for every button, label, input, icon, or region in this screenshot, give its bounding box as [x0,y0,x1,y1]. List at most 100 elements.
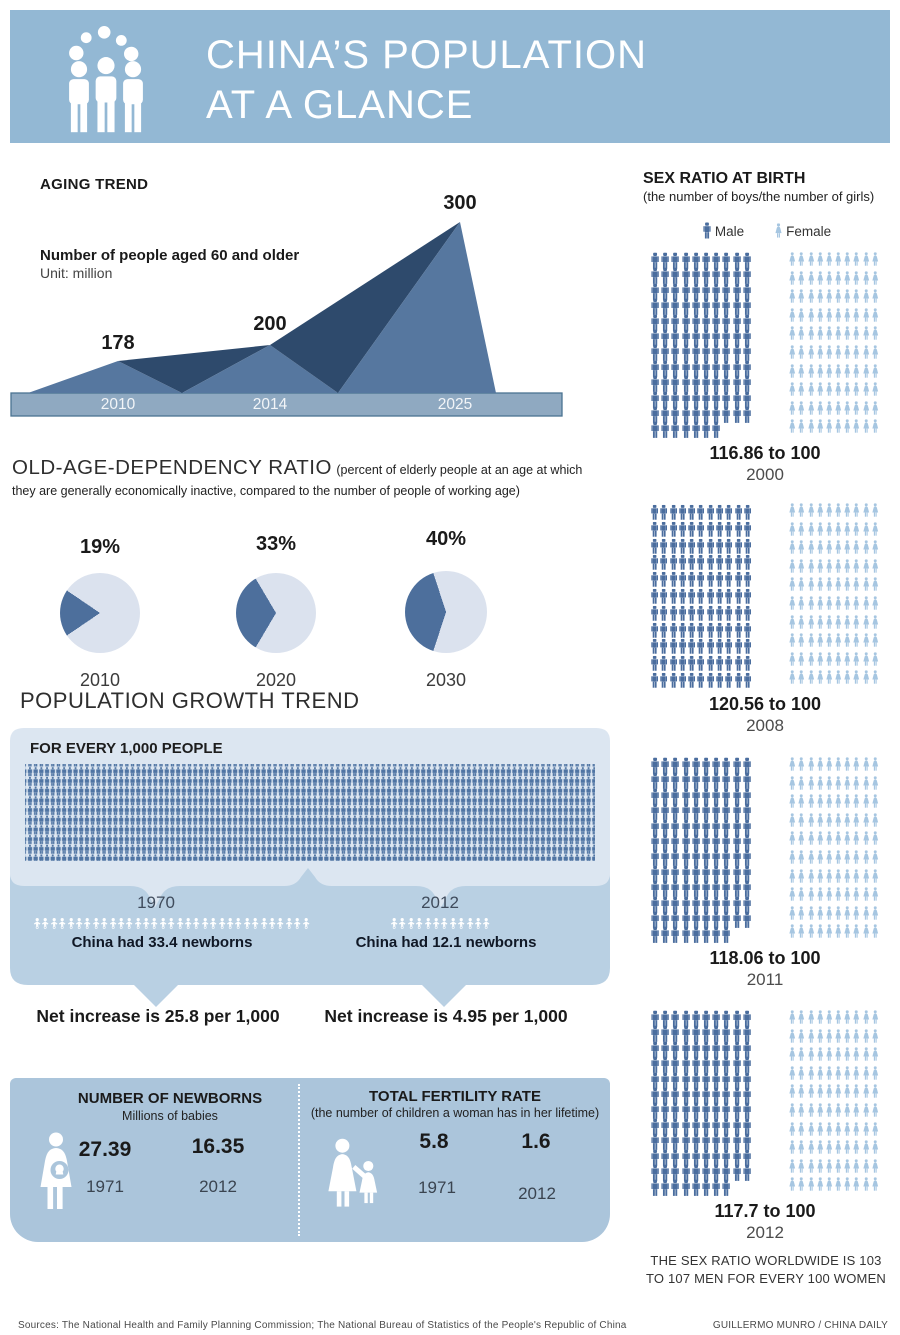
female-icon [797,652,806,667]
female-icon [834,794,843,809]
female-icon [834,401,843,416]
sex-ratio-group-2012: 117.7 to 100 2012 [642,1010,888,1243]
female-icon [816,326,825,341]
female-icon [807,364,816,379]
legend-male: Male [702,222,744,240]
aging-year-2010: 2010 [100,396,136,413]
sex-ratio-subtitle: (the number of boys/the number of girls) [643,189,875,204]
female-icon [797,757,806,772]
female-icon [807,1029,816,1044]
aging-unit-label: Unit: million [40,265,113,281]
female-icon [862,869,871,884]
female-icon [852,289,861,304]
female-icon [816,831,825,846]
pie-year-2020: 2020 [255,670,297,690]
female-icon [852,522,861,537]
net-increase-2012: Net increase is 4.95 per 1,000 [324,1006,568,1026]
baby-icon [150,917,158,930]
female-icon [834,1159,843,1174]
female-icon [807,757,816,772]
female-icon [843,1084,852,1099]
female-icon [862,1047,871,1062]
female-icon [862,559,871,574]
female-icon [788,652,797,667]
sex-ratio-group-2011: 118.06 to 100 2011 [642,757,888,990]
female-icon [797,615,806,630]
female-icon [834,831,843,846]
female-icon [834,615,843,630]
female-icon [807,615,816,630]
baby-icon [201,917,209,930]
female-icon [825,503,834,518]
female-icon [807,1084,816,1099]
female-icon [816,308,825,323]
female-icon [816,345,825,360]
female-icon [871,776,880,791]
female-icon [788,289,797,304]
female-icon [807,813,816,828]
growth-caption-1970: China had 33.4 newborns [71,934,253,951]
female-icon [797,1029,806,1044]
female-icon [843,670,852,685]
male-icon [724,671,733,691]
female-icon [816,522,825,537]
female-icon [834,1084,843,1099]
female-icon [797,850,806,865]
baby-icon [109,917,117,930]
female-icon [871,289,880,304]
female-icon [862,615,871,630]
female-icon [816,1103,825,1118]
male-icon [711,421,721,440]
male-icon [669,671,678,691]
baby-icon [92,917,100,930]
female-icon [852,813,861,828]
female-icon [843,382,852,397]
page-title-line1: CHINA’S POPULATION [206,33,648,77]
male-icon [678,671,687,691]
male-icon [732,406,742,425]
worldwide-note-line2: TO 107 MEN FOR EVERY 100 WOMEN [645,1270,887,1286]
female-icon [871,615,880,630]
male-icon [701,421,711,440]
mountain-2014-front [182,345,338,393]
female-icon [843,1177,852,1192]
female-icon [834,1029,843,1044]
female-icon [862,1159,871,1174]
female-icon [825,308,834,323]
female-icon [816,906,825,921]
female-icon [788,540,797,555]
female-icon [816,503,825,518]
female-icon [852,326,861,341]
female-icon [843,503,852,518]
pictogram-grids [642,503,888,691]
female-icon [843,776,852,791]
female-icon [807,1103,816,1118]
female-icon [852,1159,861,1174]
baby-icon [302,917,310,930]
male-icon [691,926,701,945]
female-icon [843,1122,852,1137]
female-icon [825,326,834,341]
female-icon [816,1159,825,1174]
female-icon [807,419,816,434]
female-icon [843,419,852,434]
female-icon [825,577,834,592]
female-icon [797,1159,806,1174]
female-icon [825,776,834,791]
female-icon [797,1140,806,1155]
baby-icon [167,917,175,930]
male-icon [650,421,660,440]
female-icon [816,1066,825,1081]
female-icon [797,503,806,518]
newborns-year-1971: 1971 [86,1177,124,1196]
sources-text: Sources: The National Health and Family … [18,1320,627,1331]
female-icon [871,522,880,537]
growth-panel [10,728,610,1007]
female-icon [788,364,797,379]
female-icon [852,382,861,397]
ratio-label: 117.7 to 100 [714,1201,816,1221]
female-icon [788,577,797,592]
female-icon [807,308,816,323]
female-icon [843,652,852,667]
female-icon [797,670,806,685]
